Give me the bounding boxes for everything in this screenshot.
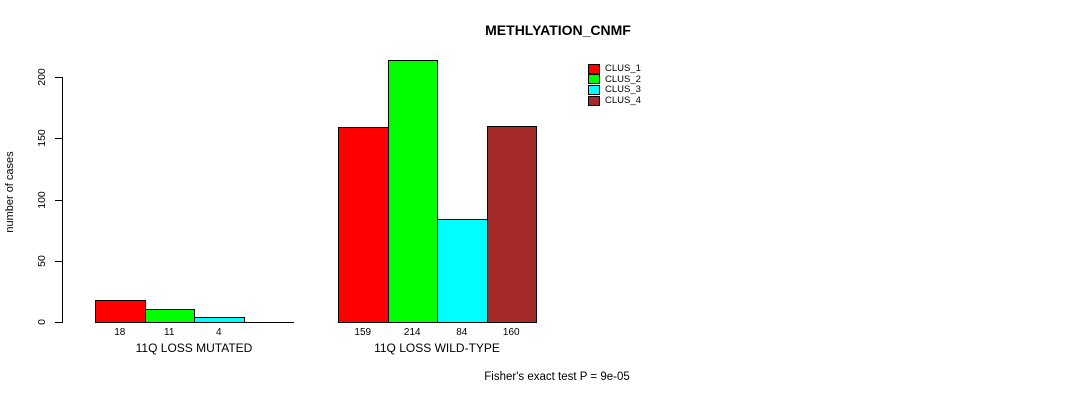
legend-color-swatch-icon bbox=[588, 63, 600, 74]
y-axis-label: number of cases bbox=[4, 151, 16, 233]
legend-item-clus_2: CLUS_2 bbox=[588, 74, 641, 85]
y-axis-tick bbox=[55, 322, 62, 323]
legend-item-label: CLUS_4 bbox=[605, 95, 641, 107]
bar-value-label: 4 bbox=[215, 327, 222, 338]
bar-value-label: 11 bbox=[164, 327, 175, 338]
y-axis-tick bbox=[55, 138, 62, 140]
bar-clus_2-group2 bbox=[387, 59, 438, 323]
legend-color-swatch-icon bbox=[588, 95, 600, 106]
legend-item-label: CLUS_3 bbox=[605, 84, 641, 96]
y-axis-tick bbox=[55, 199, 62, 201]
y-tick-label: 200 bbox=[36, 68, 48, 86]
legend-item-clus_4: CLUS_4 bbox=[588, 95, 641, 106]
bar-value-label: 214 bbox=[403, 327, 421, 338]
y-axis-tick bbox=[55, 260, 62, 262]
legend-item-clus_1: CLUS_1 bbox=[588, 63, 641, 74]
bar-value-label: 18 bbox=[114, 327, 126, 338]
y-tick-label: 150 bbox=[36, 129, 48, 148]
x-axis-group-label: 11Q LOSS MUTATED bbox=[135, 341, 253, 355]
legend-item-label: CLUS_1 bbox=[605, 63, 641, 74]
x-axis-group-label: 11Q LOSS WILD-TYPE bbox=[374, 341, 500, 355]
bar-clus_2-group1 bbox=[144, 308, 195, 323]
annotation-text: Fisher's exact test P = 9e-05 bbox=[484, 371, 630, 383]
legend-color-swatch-icon bbox=[588, 74, 600, 85]
bar-clus_1-group1 bbox=[95, 299, 146, 323]
bar-value-label: 159 bbox=[354, 327, 372, 338]
y-axis-tick bbox=[55, 77, 62, 78]
bar-value-label: 160 bbox=[502, 327, 520, 338]
y-tick-label: 100 bbox=[36, 190, 48, 209]
y-tick-label: 0 bbox=[36, 319, 48, 325]
bar-clus_3-group1 bbox=[194, 317, 245, 323]
legend-color-swatch-icon bbox=[588, 84, 600, 95]
legend-item-clus_3: CLUS_3 bbox=[588, 84, 641, 95]
legend-item-label: CLUS_2 bbox=[605, 73, 641, 85]
bar-value-label: 84 bbox=[456, 327, 468, 338]
bar-clus_1-group2 bbox=[338, 127, 389, 323]
y-axis-line bbox=[62, 77, 63, 323]
bar-clus_4-group2 bbox=[486, 126, 537, 323]
bar-clus_3-group2 bbox=[437, 219, 488, 323]
chart-title: METHLYATION_CNMF bbox=[485, 22, 631, 38]
y-tick-label: 50 bbox=[36, 254, 48, 267]
